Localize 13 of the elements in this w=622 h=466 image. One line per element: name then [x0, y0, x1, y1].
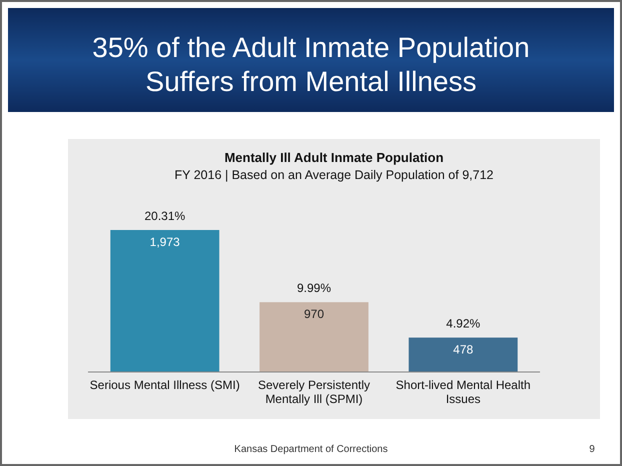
annotation: 4.92%: [446, 316, 481, 331]
annotation: 20.31%: [144, 209, 186, 223]
data-label: 478: [453, 342, 474, 357]
annotation: 9.99%: [296, 281, 332, 296]
chart-title: 35% of the Adult Inmate Population Suffers from Mental Illness: [92, 32, 530, 97]
data-label: 1,973: [150, 235, 180, 249]
chart-subtitle: Mentally Ill Adult Inmate Population FY 2016 | Based on an Average Daily Population of 9,712: [174, 150, 494, 182]
x-tick-label: Short-lived Mental Health Issues: [396, 378, 531, 406]
x-tick-label: Severely Persistently Mentally Ill (SPMI): [258, 378, 370, 406]
data-label: 970: [304, 307, 324, 322]
x-tick-label: Serious Mental Illness (SMI): [90, 378, 240, 392]
text: Kansas Department of Corrections: [234, 444, 388, 455]
text: 9: [589, 444, 596, 455]
